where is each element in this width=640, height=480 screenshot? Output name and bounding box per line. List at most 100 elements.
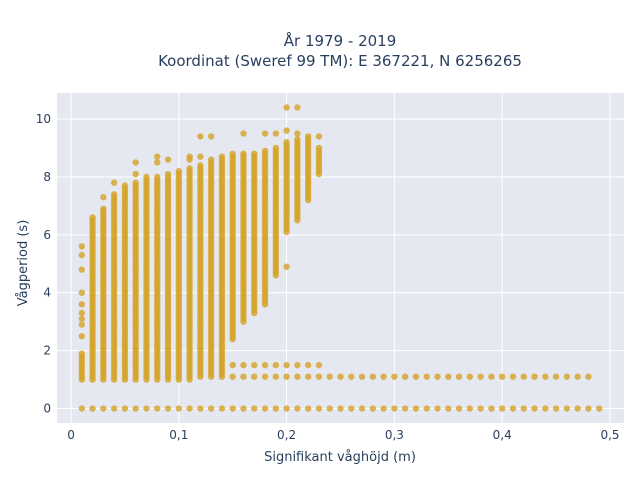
data-point <box>207 133 215 140</box>
data-point <box>380 373 387 380</box>
data-point <box>154 159 161 166</box>
data-point <box>423 373 430 380</box>
data-point <box>563 405 571 412</box>
data-point <box>78 309 85 317</box>
data-point <box>477 405 484 412</box>
data-point <box>412 405 420 412</box>
data-point <box>197 162 204 169</box>
data-point <box>585 373 592 380</box>
data-point <box>574 373 581 380</box>
data-point <box>229 361 236 369</box>
data-point <box>283 139 290 146</box>
x-tick-label: 0,1 <box>169 428 188 442</box>
data-point <box>542 405 549 412</box>
x-tick-label: 0,2 <box>277 428 296 442</box>
data-point <box>78 266 85 273</box>
data-point <box>78 243 85 250</box>
data-point <box>283 373 290 380</box>
data-point <box>89 214 96 221</box>
data-point <box>531 373 538 380</box>
data-point <box>358 405 366 412</box>
data-point <box>272 405 280 412</box>
data-point <box>132 170 139 178</box>
data-point <box>294 373 301 380</box>
data-point <box>218 405 226 412</box>
data-point <box>261 373 269 380</box>
data-point <box>261 361 269 369</box>
data-point <box>240 373 247 380</box>
data-point <box>164 156 172 163</box>
data-point <box>261 405 269 412</box>
data-point <box>520 373 527 380</box>
data-point <box>315 361 323 369</box>
data-point <box>207 405 215 412</box>
data-point <box>466 405 474 412</box>
data-point <box>240 130 247 137</box>
x-tick-label: 0,4 <box>493 428 512 442</box>
data-point <box>520 405 527 412</box>
data-point <box>337 405 344 412</box>
data-point <box>391 405 398 412</box>
data-point <box>304 361 312 369</box>
data-point <box>89 405 96 412</box>
data-point <box>466 373 474 380</box>
data-point <box>348 405 355 412</box>
data-point <box>552 405 560 412</box>
data-point <box>304 373 312 380</box>
data-point <box>186 405 193 412</box>
data-point <box>445 373 452 380</box>
data-point <box>132 405 139 412</box>
data-point <box>100 405 107 412</box>
data-point <box>380 405 387 412</box>
data-point <box>175 405 183 412</box>
data-point <box>283 104 290 111</box>
y-tick-label: 2 <box>43 344 51 358</box>
data-point <box>401 373 409 380</box>
data-point <box>445 405 452 412</box>
data-point <box>294 361 301 369</box>
data-point <box>531 405 538 412</box>
data-point <box>110 405 118 412</box>
data-point <box>283 361 290 369</box>
data-point <box>283 263 290 270</box>
data-point <box>229 405 236 412</box>
data-point <box>240 150 247 157</box>
data-point <box>283 127 290 134</box>
data-point <box>164 170 172 178</box>
data-point <box>348 373 355 380</box>
data-point <box>218 153 226 160</box>
data-point <box>240 361 247 369</box>
data-point <box>315 373 323 380</box>
data-point <box>401 405 409 412</box>
data-point <box>272 130 280 137</box>
data-point <box>488 405 495 412</box>
data-point <box>498 373 506 380</box>
data-point <box>304 133 312 140</box>
data-point <box>78 251 85 259</box>
data-point <box>197 133 204 140</box>
data-point <box>78 350 85 357</box>
data-point <box>412 373 420 380</box>
data-point <box>283 405 290 412</box>
y-tick-label: 10 <box>36 112 51 126</box>
data-point <box>261 147 269 155</box>
data-point <box>251 405 258 412</box>
y-tick-label: 0 <box>43 402 51 416</box>
x-axis-ticks: 0 0,1 0,2 0,3 0,4 0,5 <box>67 428 619 442</box>
data-point <box>423 405 430 412</box>
data-point <box>272 373 280 380</box>
data-point <box>154 173 161 181</box>
data-point <box>272 144 280 152</box>
data-point <box>552 373 560 380</box>
data-point <box>315 405 323 412</box>
x-tick-label: 0,5 <box>600 428 619 442</box>
data-point <box>143 405 150 412</box>
data-point <box>563 373 571 380</box>
y-axis-ticks: 0 2 4 6 8 10 <box>36 112 51 415</box>
y-tick-label: 4 <box>43 286 51 300</box>
data-point <box>294 104 301 111</box>
data-point <box>574 405 581 412</box>
data-point <box>477 373 484 380</box>
data-points <box>78 104 603 412</box>
